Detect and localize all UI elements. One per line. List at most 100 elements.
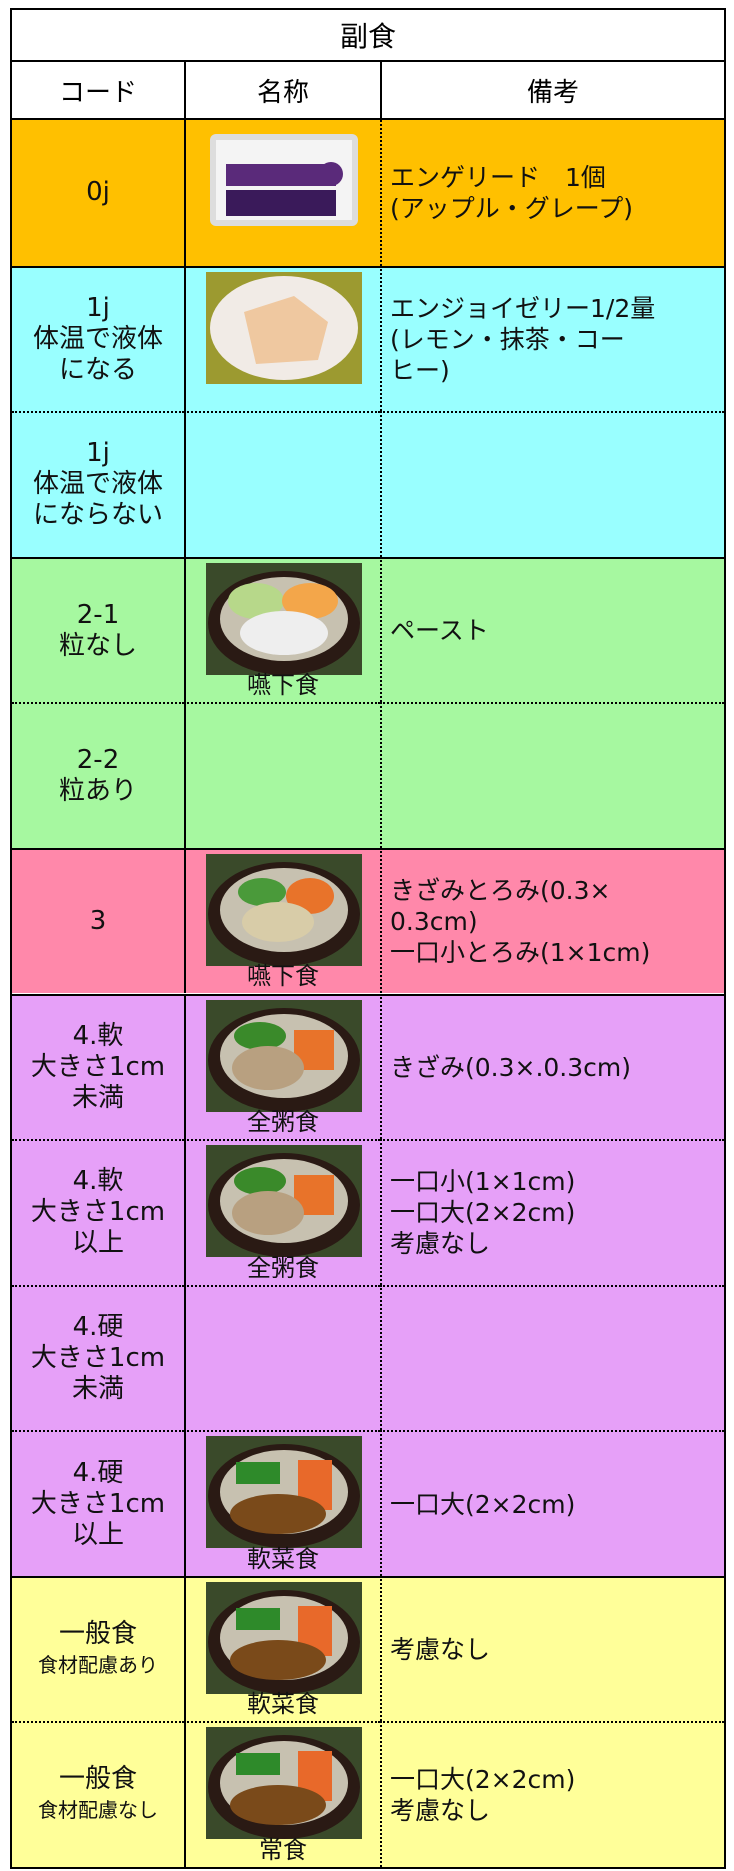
food-photo xyxy=(210,134,358,226)
code-line: 1j xyxy=(86,292,110,323)
column-header: 名称 xyxy=(184,62,380,120)
note-line: 考慮なし xyxy=(390,1796,491,1826)
image-cell: 常食 xyxy=(184,1721,380,1867)
photo-caption: 常食 xyxy=(259,1835,307,1864)
code-line: 4.軟 xyxy=(72,1020,124,1051)
code-cell: 4.軟 大きさ1cm 未満 xyxy=(12,993,184,1140)
code-cell: 2-2 粒あり xyxy=(12,702,184,848)
table-title: 副食 xyxy=(12,10,724,62)
code-line: 0j xyxy=(86,177,110,208)
note-line: ペースト xyxy=(390,616,489,646)
note-line: 考慮なし xyxy=(390,1635,491,1665)
code-line: 体温で液体 xyxy=(32,323,163,354)
code-line: 食材配慮あり xyxy=(38,1652,158,1677)
code-line: 1j xyxy=(86,438,110,469)
code-line: 体温で液体 xyxy=(32,469,163,500)
note-cell: 一口大(2×2cm) 考慮なし xyxy=(380,1721,724,1867)
image-cell xyxy=(184,1284,380,1431)
code-cell: 1j 体温で液体 になる xyxy=(12,265,184,412)
note-cell: ペースト xyxy=(380,556,724,703)
code-line: 2-1 xyxy=(76,599,120,630)
food-photo xyxy=(206,1145,362,1258)
code-line: 食材配慮なし xyxy=(38,1798,158,1823)
code-cell: 4.硬 大きさ1cm 未満 xyxy=(12,1284,184,1431)
code-line: 大きさ1cm xyxy=(30,1197,166,1228)
image-cell: 軟菜食 xyxy=(184,1430,380,1576)
code-line: 粒なし xyxy=(58,630,137,661)
note-line: (レモン・抹茶・コー xyxy=(390,324,625,354)
code-line: 以上 xyxy=(71,1228,124,1259)
image-cell xyxy=(184,265,380,412)
code-line: 未満 xyxy=(71,1082,124,1113)
code-line: 4.軟 xyxy=(72,1166,124,1197)
code-line: 粒あり xyxy=(58,776,137,807)
code-line: 以上 xyxy=(71,1519,124,1550)
note-cell: 一口大(2×2cm) xyxy=(380,1430,724,1576)
note-cell xyxy=(380,702,724,848)
code-line: 大きさ1cm xyxy=(30,1051,166,1082)
food-photo xyxy=(206,562,362,675)
food-photo xyxy=(206,271,362,384)
code-line: になる xyxy=(58,354,137,385)
column-header: コード xyxy=(12,62,184,120)
photo-caption: 嚥下食 xyxy=(247,962,319,991)
code-cell: 一般食 食材配慮あり xyxy=(12,1575,184,1722)
code-cell: 3 xyxy=(12,847,184,994)
photo-caption: 軟菜食 xyxy=(247,1544,319,1573)
note-cell: きざみとろみ(0.3× 0.3cm) 一口小とろみ(1×1cm) xyxy=(380,847,724,994)
note-cell: 考慮なし xyxy=(380,1575,724,1722)
image-cell: 嚥下食 xyxy=(184,556,380,703)
code-cell: 2-1 粒なし xyxy=(12,556,184,703)
note-cell: 一口小(1×1cm) 一口大(2×2cm) 考慮なし xyxy=(380,1139,724,1285)
code-line: 大きさ1cm xyxy=(30,1488,166,1519)
note-line: 考慮なし xyxy=(390,1229,491,1259)
code-cell: 一般食 食材配慮なし xyxy=(12,1721,184,1867)
note-line: 一口大(2×2cm) xyxy=(390,1765,576,1795)
note-line: (アップル・グレープ) xyxy=(390,193,634,223)
note-line: 一口小とろみ(1×1cm) xyxy=(390,938,651,968)
note-line: きざみとろみ(0.3× xyxy=(390,876,611,906)
code-cell: 4.軟 大きさ1cm 以上 xyxy=(12,1139,184,1285)
image-cell: 全粥食 xyxy=(184,993,380,1140)
image-cell: 軟菜食 xyxy=(184,1575,380,1722)
image-cell: 嚥下食 xyxy=(184,847,380,994)
food-photo xyxy=(206,1581,362,1694)
food-photo xyxy=(206,1436,362,1549)
code-line: 大きさ1cm xyxy=(30,1342,166,1373)
photo-caption: 嚥下食 xyxy=(247,671,319,700)
photo-caption: 全粥食 xyxy=(247,1108,319,1137)
code-line: 4.硬 xyxy=(72,1457,124,1488)
code-line: 一般食 xyxy=(58,1764,137,1795)
code-line: 2-2 xyxy=(76,745,120,776)
image-cell xyxy=(184,120,380,266)
column-header: 備考 xyxy=(380,62,724,120)
note-cell xyxy=(380,411,724,557)
note-line: ヒー) xyxy=(390,355,450,385)
code-cell: 1j 体温で液体 にならない xyxy=(12,411,184,557)
food-photo xyxy=(206,853,362,966)
diet-table: 副食 コード 名称 備考 0j エンゲリード 1個 (アップル・グレープ) 1j 体温で液体に… xyxy=(10,8,726,1869)
note-cell: エンゲリード 1個 (アップル・グレープ) xyxy=(380,120,724,266)
image-cell: 全粥食 xyxy=(184,1139,380,1285)
note-cell: エンジョイゼリー1/2量 (レモン・抹茶・コー ヒー) xyxy=(380,265,724,412)
note-line: 一口小(1×1cm) xyxy=(390,1167,576,1197)
image-cell xyxy=(184,411,380,557)
image-cell xyxy=(184,702,380,848)
code-line: 未満 xyxy=(71,1373,124,1404)
code-line: 3 xyxy=(89,906,107,937)
code-line: にならない xyxy=(32,500,163,531)
note-line: 一口大(2×2cm) xyxy=(390,1489,576,1519)
note-line: 0.3cm) xyxy=(390,907,478,937)
note-line: 一口大(2×2cm) xyxy=(390,1198,576,1228)
photo-caption: 全粥食 xyxy=(247,1253,319,1282)
code-line: 一般食 xyxy=(58,1618,137,1649)
food-photo xyxy=(206,1727,362,1840)
photo-caption: 軟菜食 xyxy=(247,1690,319,1719)
food-photo xyxy=(206,999,362,1112)
note-cell: きざみ(0.3×.0.3cm) xyxy=(380,993,724,1140)
note-cell xyxy=(380,1284,724,1431)
code-cell: 4.硬 大きさ1cm 以上 xyxy=(12,1430,184,1576)
note-line: きざみ(0.3×.0.3cm) xyxy=(390,1052,632,1082)
note-line: エンゲリード 1個 xyxy=(390,162,606,192)
